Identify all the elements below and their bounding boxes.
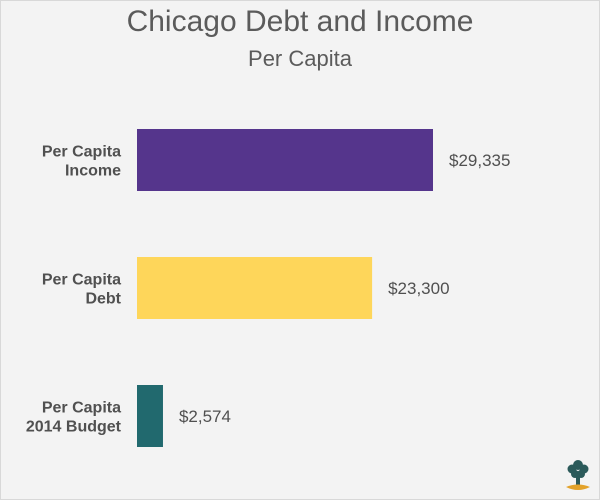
bar-0 xyxy=(137,129,433,191)
category-label-2: Per Capita 2014 Budget xyxy=(26,400,122,436)
tree-logo-icon xyxy=(566,460,590,490)
chart-title: Chicago Debt and Income xyxy=(126,5,474,38)
value-label-0: $29,335 xyxy=(449,151,510,170)
value-label-2: $2,574 xyxy=(179,407,231,426)
chart-subtitle: Per Capita xyxy=(248,46,352,71)
category-label-0: Per Capita Income xyxy=(42,144,121,180)
value-label-1: $23,300 xyxy=(388,279,449,298)
bar-2 xyxy=(137,385,163,447)
bar-1 xyxy=(137,257,373,319)
category-label-1: Per Capita Debt xyxy=(42,272,122,308)
